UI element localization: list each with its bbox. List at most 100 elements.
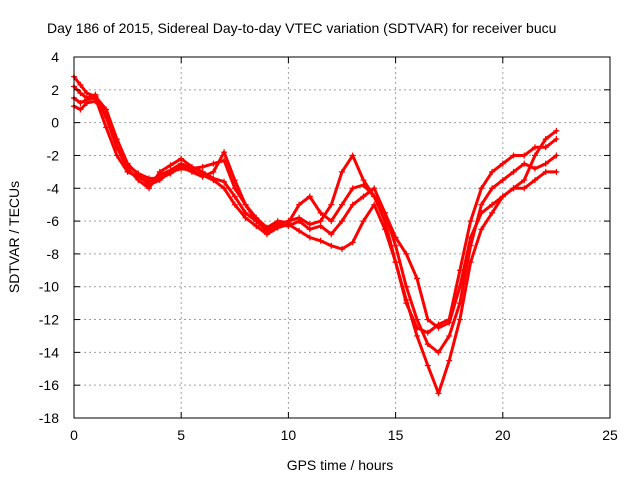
x-tick-label-1: 5 bbox=[177, 427, 185, 443]
y-tick-label-0: 4 bbox=[51, 49, 59, 65]
data-point-trace-3-46 bbox=[553, 136, 560, 143]
data-point-trace-2-29 bbox=[371, 185, 378, 192]
x-tick-label-0: 0 bbox=[70, 427, 78, 443]
data-point-trace-3-22 bbox=[296, 201, 303, 208]
data-point-trace-1-25 bbox=[328, 242, 335, 249]
data-point-trace-3-6 bbox=[124, 168, 131, 175]
data-point-trace-4-43 bbox=[521, 177, 528, 184]
data-point-trace-3-13 bbox=[199, 163, 206, 170]
data-point-trace-4-5 bbox=[113, 144, 120, 151]
data-point-trace-4-2 bbox=[83, 99, 90, 106]
data-point-trace-4-3 bbox=[92, 98, 99, 105]
data-point-trace-2-37 bbox=[456, 300, 463, 307]
data-point-trace-1-26 bbox=[339, 245, 345, 252]
data-point-trace-4-38 bbox=[467, 234, 474, 241]
data-point-trace-4-34 bbox=[424, 316, 431, 323]
data-point-trace-2-25 bbox=[328, 231, 335, 238]
data-point-trace-4-13 bbox=[199, 173, 206, 180]
data-point-trace-4-29 bbox=[371, 193, 378, 200]
data-point-trace-3-1 bbox=[77, 99, 84, 106]
series-layer bbox=[71, 73, 560, 397]
data-point-trace-1-24 bbox=[317, 237, 324, 244]
data-point-trace-4-32 bbox=[403, 250, 410, 257]
data-point-trace-3-40 bbox=[489, 168, 496, 175]
data-point-trace-2-42 bbox=[510, 168, 517, 175]
series-line-trace-3 bbox=[72, 96, 558, 335]
data-point-trace-2-28 bbox=[360, 193, 367, 200]
x-tick-label-3: 15 bbox=[388, 427, 404, 443]
data-point-trace-3-27 bbox=[349, 185, 356, 192]
data-point-trace-4-24 bbox=[317, 218, 324, 225]
data-point-trace-4-19 bbox=[263, 226, 270, 233]
data-point-trace-1-23 bbox=[306, 234, 313, 241]
data-point-trace-4-10 bbox=[167, 170, 174, 177]
plot-frame bbox=[73, 56, 611, 419]
data-point-trace-4-1 bbox=[77, 106, 84, 113]
data-point-trace-1-27 bbox=[349, 239, 356, 246]
data-point-trace-4-4 bbox=[103, 111, 110, 118]
series-line-trace-4 bbox=[72, 99, 558, 330]
data-point-trace-2-44 bbox=[531, 165, 538, 172]
series-line-trace-1 bbox=[72, 75, 558, 395]
data-point-trace-4-15 bbox=[221, 149, 228, 156]
data-point-trace-2-16 bbox=[231, 193, 238, 200]
data-point-trace-4-40 bbox=[489, 201, 496, 208]
data-point-trace-2-40 bbox=[489, 185, 496, 192]
data-point-trace-4-7 bbox=[135, 170, 142, 177]
data-point-trace-4-9 bbox=[156, 175, 163, 182]
data-point-trace-4-14 bbox=[210, 168, 217, 175]
data-point-trace-2-8 bbox=[146, 185, 153, 192]
data-point-trace-4-39 bbox=[478, 209, 485, 216]
chart-title: Day 186 of 2015, Sidereal Day-to-day VTE… bbox=[47, 20, 556, 36]
data-point-trace-1-37 bbox=[456, 316, 463, 323]
data-point-trace-1-40 bbox=[489, 209, 496, 216]
data-point-trace-4-20 bbox=[274, 221, 281, 228]
y-tick-label-8: -12 bbox=[39, 312, 59, 328]
data-point-trace-3-38 bbox=[467, 218, 474, 225]
data-point-trace-4-27 bbox=[349, 152, 356, 159]
data-point-trace-2-31 bbox=[392, 242, 399, 249]
data-point-trace-2-35 bbox=[435, 349, 442, 356]
data-point-trace-4-31 bbox=[392, 234, 399, 241]
data-point-trace-4-11 bbox=[178, 163, 185, 170]
data-point-trace-4-21 bbox=[285, 218, 292, 225]
data-point-trace-4-41 bbox=[499, 193, 506, 200]
data-point-trace-3-5 bbox=[113, 152, 120, 159]
data-point-trace-1-35 bbox=[435, 390, 442, 397]
y-tick-label-6: -8 bbox=[47, 246, 60, 262]
data-point-trace-2-1 bbox=[77, 90, 84, 97]
data-point-trace-4-23 bbox=[306, 221, 313, 228]
data-point-trace-3-37 bbox=[456, 267, 463, 274]
data-point-trace-1-45 bbox=[542, 168, 549, 175]
y-tick-label-9: -14 bbox=[39, 344, 59, 360]
data-point-trace-3-44 bbox=[531, 144, 538, 151]
data-point-trace-4-44 bbox=[531, 152, 538, 159]
data-point-trace-3-42 bbox=[510, 152, 517, 159]
data-point-trace-3-26 bbox=[339, 201, 345, 208]
data-point-trace-3-34 bbox=[424, 329, 431, 336]
data-point-trace-2-14 bbox=[210, 175, 217, 182]
data-point-trace-2-34 bbox=[424, 341, 431, 348]
y-tick-label-2: 0 bbox=[51, 115, 59, 131]
data-point-trace-4-28 bbox=[360, 177, 367, 184]
data-point-trace-4-26 bbox=[339, 168, 345, 175]
data-point-trace-3-39 bbox=[478, 185, 485, 192]
data-point-trace-2-41 bbox=[499, 177, 506, 184]
data-point-trace-1-44 bbox=[531, 177, 538, 184]
data-point-trace-2-36 bbox=[446, 332, 453, 339]
y-tick-label-1: 2 bbox=[51, 82, 59, 98]
data-point-trace-1-1 bbox=[77, 81, 84, 88]
data-point-trace-4-25 bbox=[328, 201, 335, 208]
data-point-trace-1-16 bbox=[231, 201, 238, 208]
data-point-trace-4-16 bbox=[231, 177, 238, 184]
x-axis-title: GPS time / hours bbox=[287, 457, 394, 473]
y-tick-label-10: -16 bbox=[39, 377, 59, 393]
data-point-trace-1-39 bbox=[478, 226, 485, 233]
data-point-trace-3-43 bbox=[521, 152, 528, 159]
data-point-trace-2-15 bbox=[221, 178, 228, 185]
data-point-trace-1-36 bbox=[446, 357, 453, 364]
data-point-trace-2-39 bbox=[478, 201, 485, 208]
series-trace-1 bbox=[71, 73, 560, 397]
